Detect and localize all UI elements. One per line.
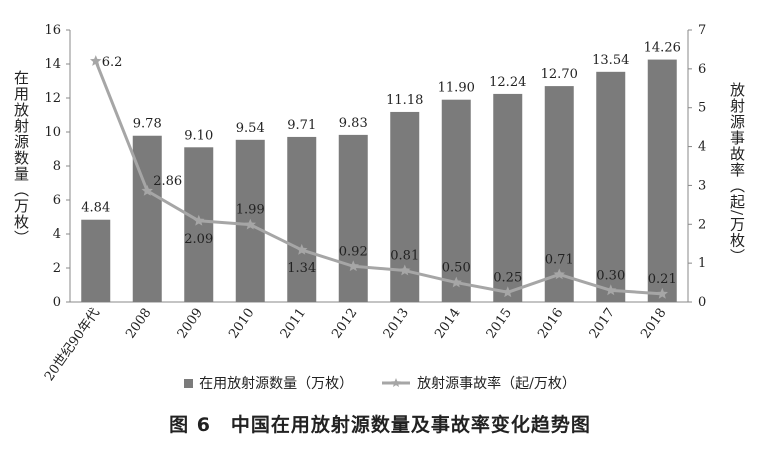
accident-rate-point [553, 268, 565, 280]
bar [287, 136, 317, 302]
bar-value-label: 9.10 [184, 128, 213, 143]
bar-value-label: 9.54 [236, 121, 265, 136]
bar-value-label: 9.83 [339, 116, 368, 131]
x-tick-label: 2009 [175, 306, 206, 342]
accident-rate-point [244, 218, 256, 230]
line-value-label: 0.50 [442, 261, 471, 276]
accident-rate-point [193, 214, 205, 226]
bar [647, 59, 677, 302]
left-tick-label: 6 [53, 193, 61, 208]
bar-value-label: 11.18 [386, 93, 423, 108]
line-value-label: 1.99 [236, 203, 265, 218]
legend: 在用放射源数量（万枚） 放射源事故率（起/万枚） [0, 373, 760, 393]
left-tick-label: 4 [53, 227, 61, 242]
bar [493, 93, 523, 302]
figure-caption: 图 6 中国在用放射源数量及事故率变化趋势图 [169, 414, 591, 436]
legend-bar-swatch [184, 378, 194, 388]
bar [81, 219, 111, 302]
left-tick-label: 10 [44, 125, 61, 140]
bar-value-label: 11.90 [438, 81, 475, 96]
right-tick-label: 7 [698, 23, 706, 38]
line-value-label: 1.34 [287, 261, 316, 276]
left-tick-label: 8 [53, 159, 61, 174]
legend-bar-label: 在用放射源数量（万枚） [199, 376, 354, 392]
x-tick-label: 2018 [638, 306, 669, 342]
line-value-label: 0.92 [339, 244, 368, 259]
x-tick-label: 2008 [123, 306, 154, 342]
x-tick-label: 2014 [432, 306, 463, 342]
right-tick-label: 0 [698, 295, 706, 310]
legend-item-bar: 在用放射源数量（万枚） [184, 373, 353, 393]
right-tick-label: 6 [698, 62, 706, 77]
line-value-label: 2.09 [184, 232, 213, 247]
x-tick-label: 2011 [278, 306, 309, 342]
line-value-label: 0.81 [390, 249, 419, 264]
right-tick-label: 3 [698, 178, 706, 193]
right-axis-title: 放射源事故率（起/万枚） [728, 82, 746, 265]
accident-rate-point [141, 184, 153, 196]
line-value-label: 0.21 [648, 272, 677, 287]
bar-value-label: 12.70 [541, 67, 578, 82]
bar [184, 147, 214, 302]
legend-item-line: 放射源事故率（起/万枚） [381, 373, 576, 393]
line-value-label: 0.30 [596, 268, 625, 283]
left-tick-label: 0 [53, 295, 61, 310]
right-tick-label: 1 [698, 256, 706, 271]
legend-line-label: 放射源事故率（起/万枚） [417, 376, 576, 392]
bar-value-label: 13.54 [592, 53, 629, 68]
accident-rate-point [90, 55, 102, 66]
line-value-label: 0.71 [545, 252, 574, 267]
line-value-label: 6.2 [102, 55, 123, 70]
accident-rate-point [656, 287, 668, 299]
x-tick-label: 2016 [535, 306, 566, 342]
bar [132, 135, 162, 302]
accident-rate-point [347, 260, 359, 272]
x-tick-label: 2015 [484, 306, 515, 342]
bar [338, 134, 368, 302]
x-tick-label: 2012 [329, 306, 360, 342]
legend-line-swatch [382, 378, 411, 387]
bar-value-label: 14.26 [644, 41, 681, 56]
accident-rate-line [94, 60, 663, 296]
accident-rate-point [502, 286, 514, 298]
left-tick-label: 2 [53, 261, 61, 276]
bar-value-label: 9.71 [287, 118, 316, 133]
bar [596, 71, 626, 302]
bar-value-label: 12.24 [489, 75, 526, 90]
line-value-label: 0.25 [493, 270, 522, 285]
right-tick-label: 2 [698, 217, 706, 232]
bar-value-label: 4.84 [81, 201, 110, 216]
left-tick-label: 12 [44, 91, 61, 106]
accident-rate-point [605, 284, 617, 296]
right-tick-label: 5 [698, 101, 706, 116]
right-tick-label: 4 [698, 140, 706, 155]
x-tick-label: 2013 [381, 306, 412, 342]
accident-rate-point [450, 276, 462, 288]
bar [441, 99, 471, 302]
x-tick-label: 2010 [226, 306, 257, 342]
left-tick-label: 16 [44, 23, 61, 38]
accident-rate-point [296, 243, 308, 255]
left-axis-title: 在用放射源数量（万枚） [12, 70, 30, 246]
bar [544, 86, 574, 302]
x-tick-label: 2017 [587, 306, 618, 342]
accident-rate-point [399, 264, 411, 276]
bar-value-label: 9.78 [133, 117, 162, 132]
line-value-label: 2.86 [153, 174, 182, 189]
left-tick-label: 14 [44, 57, 61, 72]
